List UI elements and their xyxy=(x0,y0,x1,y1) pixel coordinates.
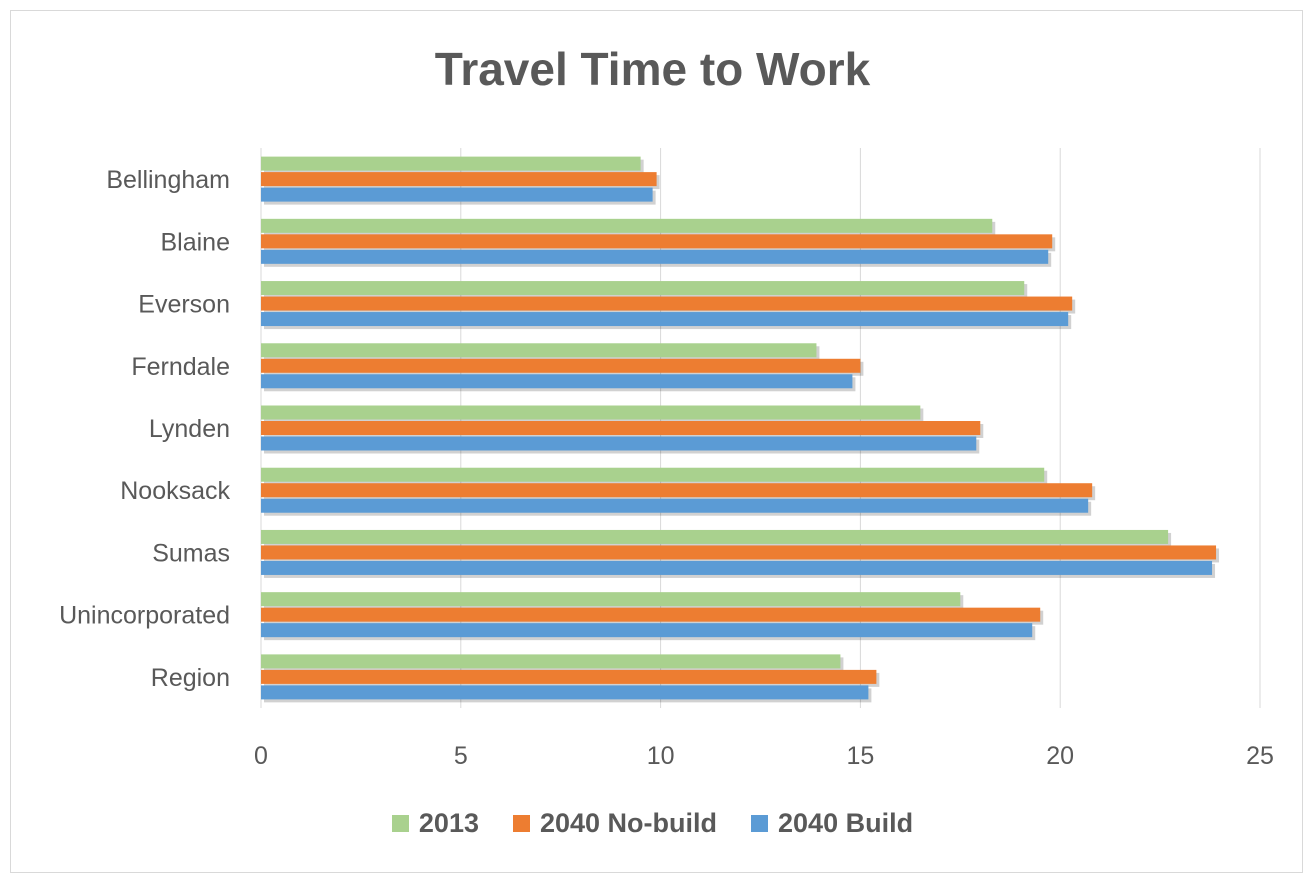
legend: 2013 2040 No-build 2040 Build xyxy=(0,808,1305,839)
category-label: Ferndale xyxy=(131,353,230,381)
bar xyxy=(261,172,657,187)
category-label: Nooksack xyxy=(120,477,230,505)
legend-swatch xyxy=(512,815,530,832)
bar xyxy=(261,529,1169,544)
legend-item: 2040 No-build xyxy=(512,808,718,839)
bar xyxy=(261,685,869,700)
bar xyxy=(261,374,853,389)
bar xyxy=(261,421,981,435)
x-tick-label: 10 xyxy=(647,742,675,770)
bar xyxy=(261,296,1073,311)
bar xyxy=(261,187,653,202)
category-label: Sumas xyxy=(152,539,230,567)
bar xyxy=(261,312,1069,327)
x-tick-label: 20 xyxy=(1046,742,1074,770)
legend-item: 2013 xyxy=(391,808,479,839)
category-label: Blaine xyxy=(161,228,231,256)
bar xyxy=(261,343,817,358)
bar xyxy=(261,560,1213,575)
x-tick-label: 25 xyxy=(1246,742,1274,770)
category-label: Everson xyxy=(138,291,230,319)
category-label: Unincorporated xyxy=(59,602,230,630)
bar xyxy=(261,498,1089,513)
legend-label: 2040 Build xyxy=(778,808,914,838)
legend-swatch xyxy=(391,815,409,832)
bar xyxy=(261,545,1217,560)
bar xyxy=(261,156,641,171)
bar xyxy=(261,234,1053,249)
category-label: Lynden xyxy=(149,415,230,443)
legend-item: 2040 Build xyxy=(751,808,913,839)
category-label: Bellingham xyxy=(106,166,230,194)
bar xyxy=(261,592,961,607)
x-tick-label: 5 xyxy=(454,742,468,770)
bar xyxy=(261,218,993,233)
bar xyxy=(261,281,1025,296)
bar xyxy=(261,358,861,373)
bar xyxy=(261,483,1093,498)
legend-label: 2040 No-build xyxy=(539,808,718,838)
category-label: Region xyxy=(151,664,230,692)
bar xyxy=(261,436,977,451)
x-tick-label: 15 xyxy=(846,742,874,770)
legend-label: 2013 xyxy=(418,808,479,838)
chart-title: Travel Time to Work xyxy=(434,43,871,95)
bar xyxy=(261,467,1045,482)
bar xyxy=(261,623,1033,638)
bar xyxy=(261,669,877,684)
bar xyxy=(261,607,1041,622)
bar xyxy=(261,249,1049,264)
bar xyxy=(261,405,921,420)
legend-swatch xyxy=(751,815,769,832)
bar xyxy=(261,654,841,669)
x-tick-label: 0 xyxy=(254,742,268,770)
